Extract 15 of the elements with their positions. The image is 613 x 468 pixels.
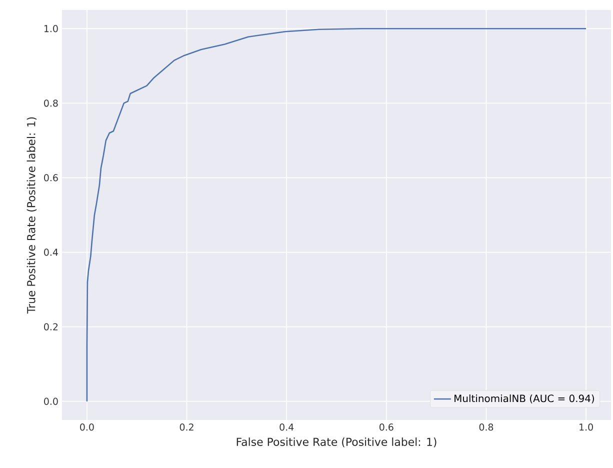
legend-label: MultinomialNB (AUC = 0.94) — [454, 394, 594, 404]
x-tick-label: 0.8 — [479, 424, 494, 431]
x-tick-label: 0.6 — [380, 424, 394, 431]
y-tick-label: 1.0 — [44, 25, 58, 32]
x-axis-title: False Positive Rate (Positive label: 1) — [236, 438, 436, 448]
y-axis-title: True Positive Rate (Positive label: 1) — [26, 117, 37, 314]
x-tick-label: 0.4 — [280, 424, 294, 431]
x-tick-label: 0.0 — [80, 424, 94, 431]
y-tick-label: 0.4 — [44, 248, 58, 256]
y-tick-label: 0.6 — [44, 174, 58, 182]
y-tick-label: 0.8 — [44, 100, 58, 107]
x-tick-label: 1.0 — [580, 424, 593, 431]
y-tick-label: 0.0 — [44, 398, 58, 405]
x-tick-label: 0.2 — [180, 424, 194, 431]
y-tick-label: 0.2 — [44, 323, 58, 330]
